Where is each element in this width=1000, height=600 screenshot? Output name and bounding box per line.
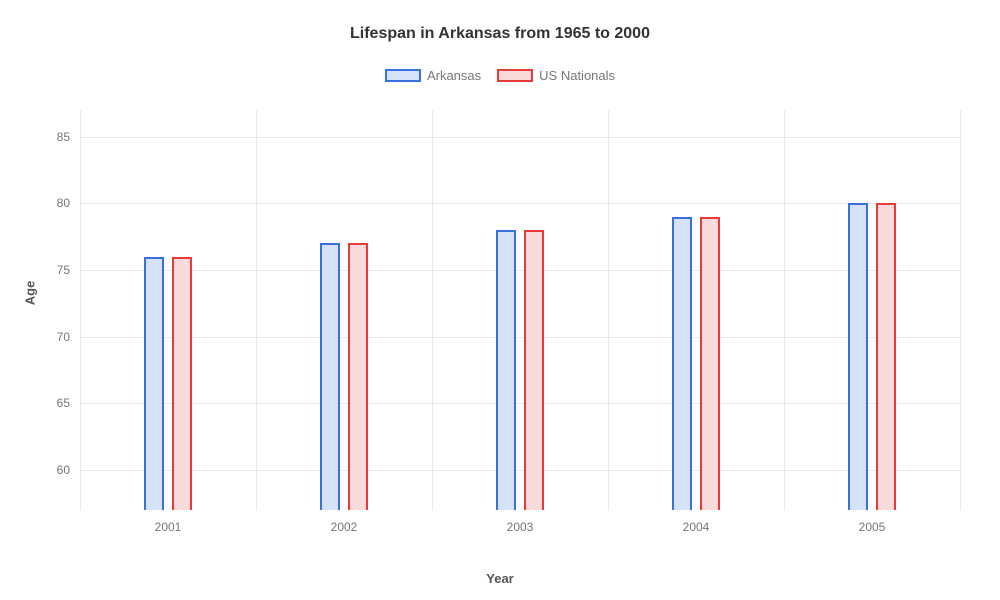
x-tick-label: 2004 [683,520,710,534]
bar [348,243,368,510]
legend-item: US Nationals [497,68,615,83]
plot-area: 60657075808520012002200320042005 [80,110,960,510]
grid-line-horizontal [80,403,960,404]
bar [144,257,164,510]
chart-title: Lifespan in Arkansas from 1965 to 2000 [0,0,1000,43]
x-tick-label: 2003 [507,520,534,534]
y-tick-label: 75 [57,263,70,277]
y-tick-label: 60 [57,463,70,477]
lifespan-chart: Lifespan in Arkansas from 1965 to 2000 A… [0,0,1000,600]
x-tick-label: 2005 [859,520,886,534]
grid-line-horizontal [80,137,960,138]
x-tick-label: 2001 [155,520,182,534]
bar [524,230,544,510]
grid-line-horizontal [80,203,960,204]
y-axis-title: Age [23,281,38,306]
chart-legend: Arkansas US Nationals [0,68,1000,85]
grid-line-vertical [960,110,961,510]
bar [848,203,868,510]
grid-line-horizontal [80,337,960,338]
x-axis-title: Year [486,571,513,586]
bar [172,257,192,510]
x-tick-label: 2002 [331,520,358,534]
bar [496,230,516,510]
legend-swatch [385,69,421,82]
grid-line-horizontal [80,270,960,271]
y-tick-label: 70 [57,330,70,344]
bar [876,203,896,510]
grid-line-vertical [256,110,257,510]
legend-swatch [497,69,533,82]
legend-label: Arkansas [427,68,481,83]
bar [672,217,692,510]
y-tick-label: 65 [57,396,70,410]
grid-line-vertical [608,110,609,510]
legend-item: Arkansas [385,68,481,83]
y-tick-label: 80 [57,196,70,210]
legend-label: US Nationals [539,68,615,83]
grid-line-vertical [432,110,433,510]
grid-line-vertical [784,110,785,510]
bar [700,217,720,510]
y-tick-label: 85 [57,130,70,144]
bar [320,243,340,510]
grid-line-horizontal [80,470,960,471]
grid-line-vertical [80,110,81,510]
